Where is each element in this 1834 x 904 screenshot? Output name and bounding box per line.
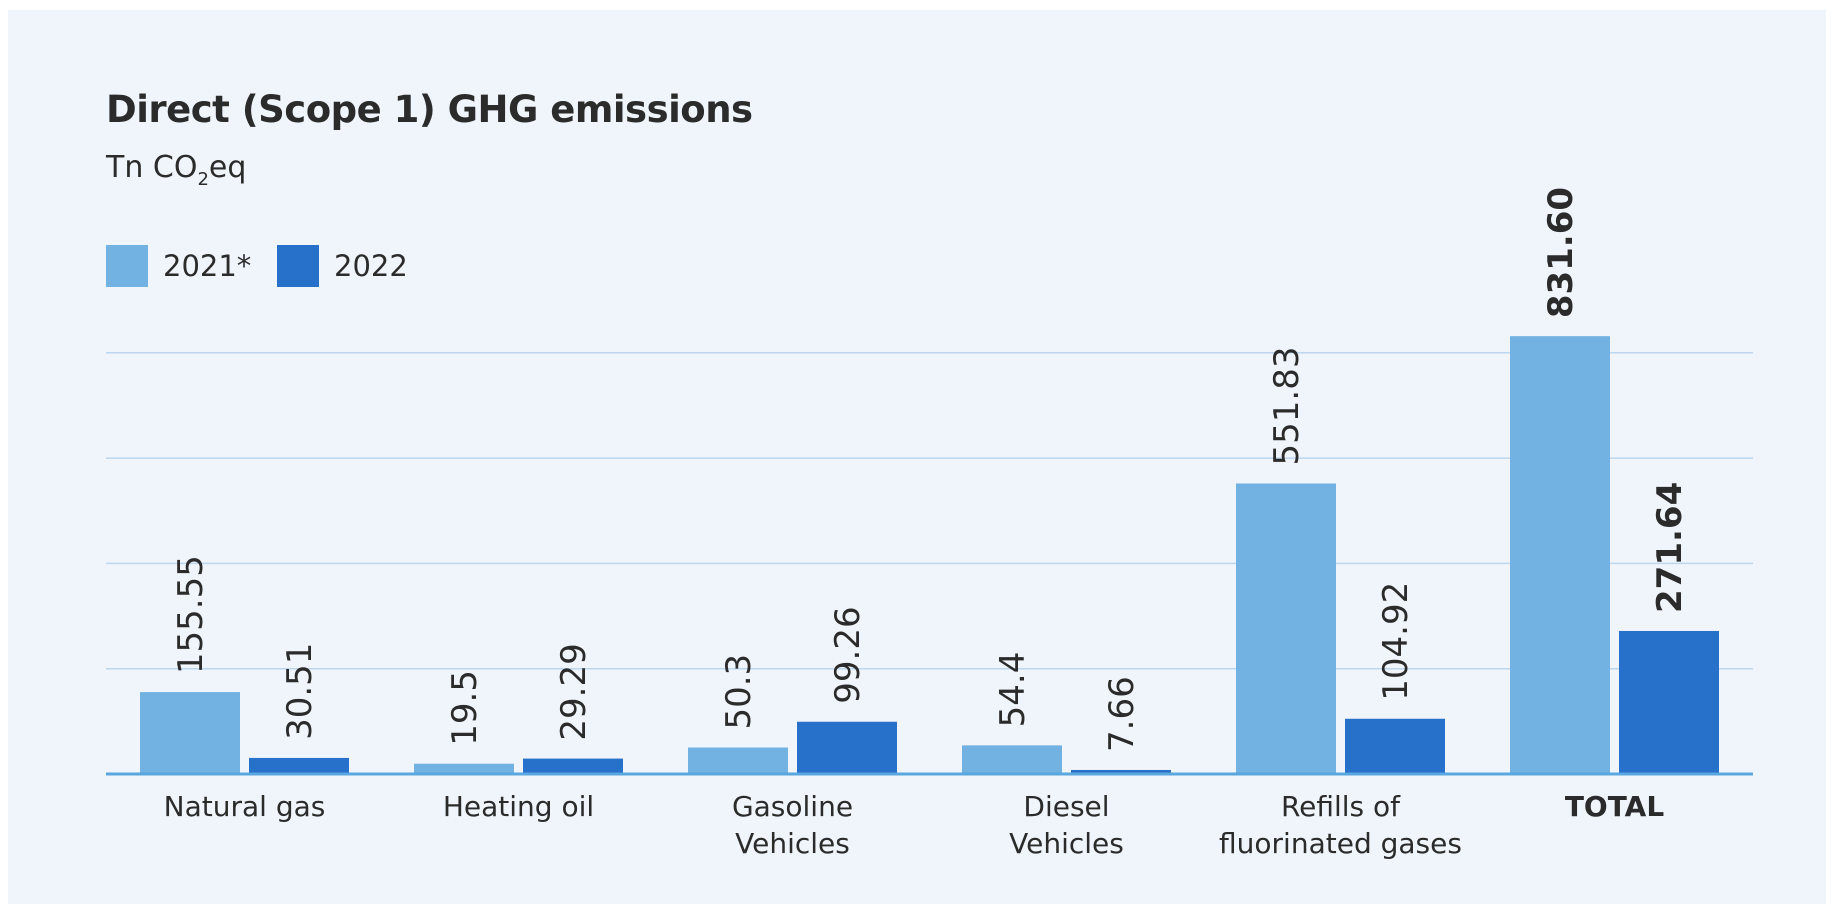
data-label: 99.26	[828, 606, 868, 703]
data-label: 271.64	[1650, 482, 1690, 613]
category-label: Vehicles	[1009, 827, 1124, 860]
category-label: Diesel	[1023, 790, 1109, 823]
legend-swatch-2021	[106, 245, 148, 287]
data-label: 50.3	[719, 654, 759, 730]
bar	[523, 758, 623, 774]
legend-swatch-2022	[277, 245, 319, 287]
category-label: TOTAL	[1565, 790, 1664, 823]
bar	[249, 757, 349, 774]
chart-title: Direct (Scope 1) GHG emissions	[106, 88, 753, 131]
category-label: Natural gas	[164, 790, 326, 823]
bar	[797, 721, 897, 774]
category-label: Gasoline	[732, 790, 853, 823]
legend-label-2022: 2022	[334, 249, 408, 283]
category-label: Refills of	[1281, 790, 1401, 823]
subtitle-unit: Tn CO	[106, 150, 198, 185]
legend-item-2022: 2022	[277, 245, 408, 287]
legend-label-2021: 2021*	[163, 249, 252, 283]
category-label: Vehicles	[735, 827, 850, 860]
data-label: 155.55	[171, 555, 211, 674]
bar	[1071, 769, 1171, 774]
data-label: 551.83	[1267, 346, 1307, 465]
data-label: 54.4	[993, 652, 1033, 728]
bar	[140, 692, 240, 774]
data-label: 29.29	[554, 643, 594, 740]
data-label: 19.5	[445, 670, 485, 746]
bar	[1345, 718, 1445, 774]
bar	[414, 763, 514, 774]
data-label: 7.66	[1102, 676, 1142, 752]
data-label: 30.51	[280, 643, 320, 740]
legend-item-2021: 2021*	[106, 245, 251, 287]
data-label: 104.92	[1376, 582, 1416, 701]
category-label: fluorinated gases	[1219, 827, 1462, 860]
subtitle-subscript: 2	[197, 169, 209, 190]
bar	[688, 747, 788, 774]
bar	[1236, 483, 1336, 774]
subtitle-unit-tail: eq	[208, 150, 247, 185]
bar	[1619, 630, 1719, 774]
category-label: Heating oil	[443, 790, 594, 823]
bar	[1510, 336, 1610, 774]
data-label: 831.60	[1541, 187, 1581, 318]
bar	[962, 745, 1062, 774]
chart-subtitle: Tn CO2eq	[106, 150, 246, 190]
